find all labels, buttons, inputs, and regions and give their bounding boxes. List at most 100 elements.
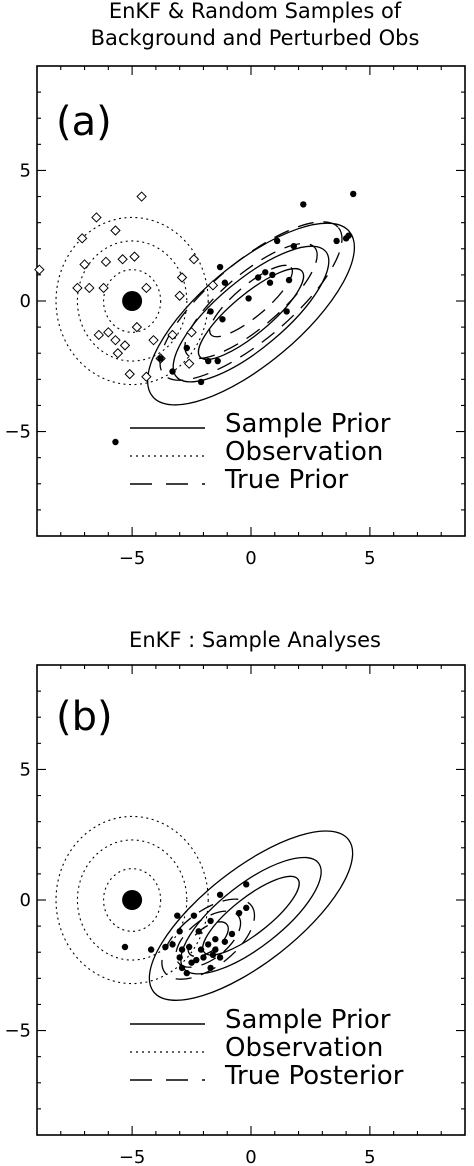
sample-point <box>221 938 229 945</box>
perturbed-obs-marker <box>103 327 114 338</box>
sample-point <box>121 943 129 951</box>
sample-point <box>221 279 229 286</box>
sample-point <box>243 881 250 888</box>
y-tick-label: −5 <box>4 422 31 443</box>
perturbed-obs-marker <box>131 321 143 333</box>
sample-point <box>205 941 212 948</box>
x-tick-label: −5 <box>119 1147 146 1166</box>
perturbed-obs-marker <box>117 254 128 265</box>
panel-b-sample-prior-ellipses <box>148 830 354 1001</box>
panel-a: EnKF & Random Samples of Background and … <box>4 0 466 569</box>
sample-point <box>216 263 224 271</box>
perturbed-obs-marker <box>129 251 140 262</box>
sample-point <box>169 941 176 948</box>
perturbed-obs-marker <box>141 371 152 382</box>
sample-point <box>254 274 262 281</box>
perturbed-obs-marker <box>76 233 88 244</box>
panel-b: EnKF : Sample Analyses (b) −5 0 5 5 0 −5 Sam… <box>4 628 466 1166</box>
panel-a-title-line-1: EnKF & Random Samples of <box>109 0 402 23</box>
sample-point <box>245 295 252 302</box>
panel-a-prior-samples <box>112 190 357 446</box>
panel-b-legend: Sample Prior Observation True Posterior <box>130 1005 404 1091</box>
sample-point <box>188 959 195 966</box>
sample-point <box>285 276 293 284</box>
perturbed-obs-marker <box>91 212 102 223</box>
perturbed-obs-marker <box>174 290 185 301</box>
x-tick-label: 0 <box>245 1147 256 1166</box>
panel-a-true-prior-ellipses <box>159 221 343 381</box>
sample-point <box>178 946 186 953</box>
x-tick-label: −5 <box>119 548 146 569</box>
a-observation-contour-3 <box>55 216 209 386</box>
perturbed-obs-marker <box>148 334 159 346</box>
sample-point <box>178 964 186 972</box>
sample-point <box>176 954 183 961</box>
sample-point <box>169 368 176 375</box>
sample-point <box>273 237 281 245</box>
panel-a-x-ticks: −5 0 5 <box>36 66 466 569</box>
perturbed-obs-marker <box>98 282 109 294</box>
panel-b-title: EnKF : Sample Analyses <box>129 628 381 652</box>
panel-b-legend-label-1: Sample Prior <box>225 1005 391 1035</box>
panel-b-analysis-samples <box>121 881 250 977</box>
a-observation-contour-1 <box>103 269 162 333</box>
sample-point <box>283 308 290 315</box>
a-true-contour-1 <box>209 264 293 338</box>
perturbed-obs-marker <box>110 225 121 236</box>
panel-a-legend-label-2: Observation <box>225 437 383 467</box>
x-tick-label: 5 <box>364 1147 375 1166</box>
b-sample-prior-contour-3 <box>148 830 354 1001</box>
perturbed-obs-marker <box>207 280 219 291</box>
a-sample-prior-contour-3 <box>146 222 356 406</box>
panel-a-legend-label-3: True Prior <box>224 465 349 495</box>
sample-point <box>350 190 357 198</box>
b-observation-contour-2 <box>76 839 188 961</box>
sample-point <box>212 946 219 953</box>
sample-point <box>214 357 221 365</box>
sample-point <box>228 930 236 938</box>
sample-point <box>157 355 164 362</box>
a-true-contour-3 <box>159 221 343 381</box>
b-observation-contour-3 <box>55 815 209 985</box>
perturbed-obs-marker <box>72 282 83 294</box>
perturbed-obs-marker <box>34 264 45 275</box>
sample-point <box>207 964 214 972</box>
b-sample-prior-contour-1 <box>202 875 300 956</box>
sample-point <box>266 279 274 286</box>
panel-b-observation-mean <box>122 890 143 910</box>
b-true-contour-3 <box>161 898 256 980</box>
sample-point <box>216 891 224 898</box>
panel-b-legend-label-3: True Posterior <box>224 1061 404 1091</box>
sample-point <box>174 912 181 919</box>
sample-point <box>235 909 243 917</box>
panel-a-legend-label-1: Sample Prior <box>225 409 391 439</box>
sample-point <box>197 946 205 953</box>
sample-point <box>190 912 198 919</box>
perturbed-obs-marker <box>84 282 95 294</box>
a-sample-prior-contour-2 <box>172 245 330 383</box>
x-tick-label: 5 <box>364 548 375 569</box>
panel-a-title-line-2: Background and Perturbed Obs <box>91 26 420 50</box>
perturbed-obs-marker <box>79 259 90 270</box>
sample-point <box>200 954 207 961</box>
y-tick-label: 0 <box>20 291 31 312</box>
perturbed-obs-marker <box>110 334 121 346</box>
perturbed-obs-marker <box>167 329 178 341</box>
panel-a-observation-mean <box>122 291 143 311</box>
sample-point <box>269 271 276 279</box>
y-tick-label: 0 <box>20 890 31 911</box>
b-observation-contour-1 <box>103 868 162 932</box>
perturbed-obs-marker <box>136 191 147 202</box>
y-tick-label: 5 <box>20 160 31 181</box>
sample-point <box>207 917 214 925</box>
panel-a-sample-prior-ellipses <box>146 222 356 406</box>
sample-point <box>183 969 190 977</box>
sample-point <box>243 904 250 912</box>
sample-point <box>183 344 190 352</box>
panel-a-legend: Sample Prior Observation True Prior <box>130 409 391 495</box>
perturbed-obs-marker <box>100 256 112 268</box>
panel-a-observation-circles <box>55 216 209 386</box>
sample-point <box>219 316 226 323</box>
panel-b-x-ticks: −5 0 5 <box>36 665 466 1166</box>
sample-point <box>185 943 193 951</box>
